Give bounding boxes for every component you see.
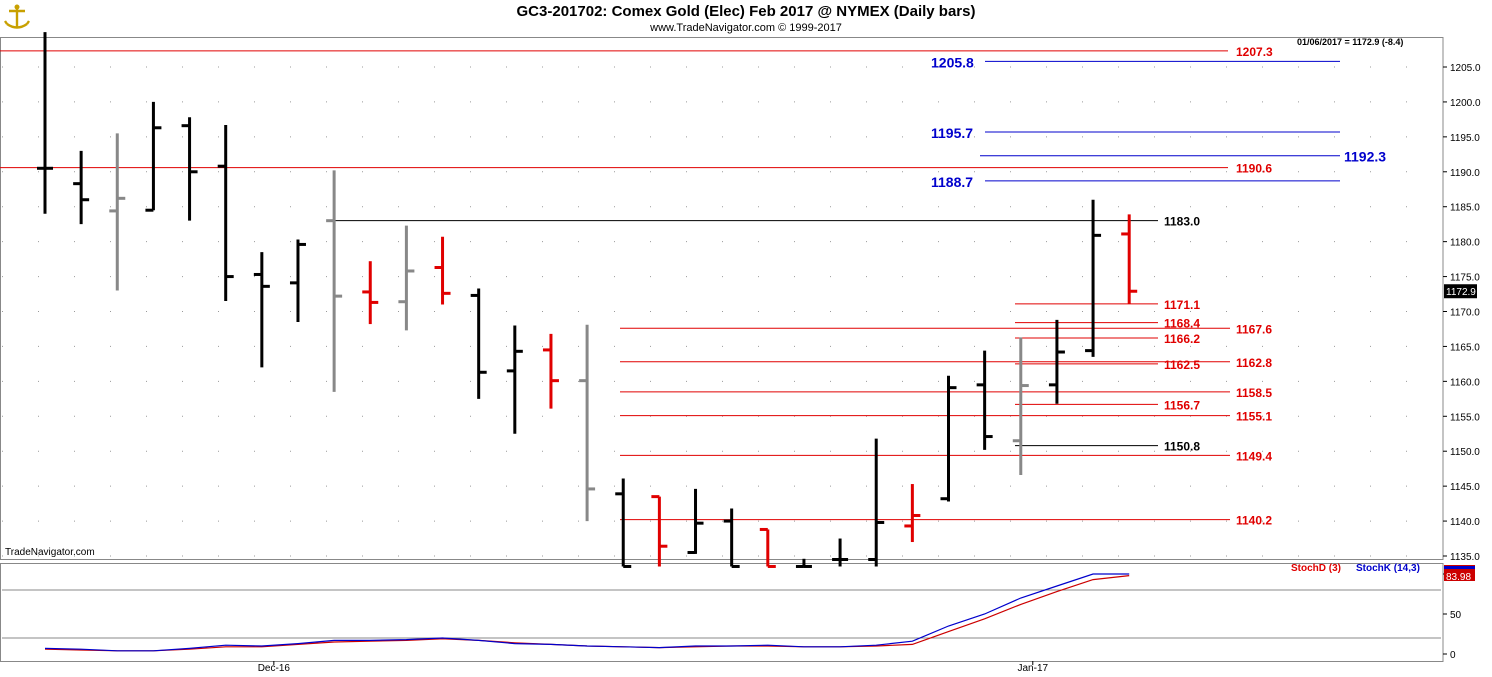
level-label: 1190.6 — [1236, 162, 1272, 176]
ohlc-bar — [868, 438, 885, 567]
last-quote: 01/06/2017 = 1172.9 (-8.4) — [1297, 37, 1404, 47]
price-tick-label: 1140.0 — [1450, 517, 1480, 528]
chart-frame — [0, 37, 1444, 662]
ohlc-bar — [579, 324, 596, 522]
price-tick-label: 1175.0 — [1450, 273, 1480, 284]
price-pane — [0, 37, 1444, 560]
ohlc-bar — [723, 508, 740, 568]
level-label: 1167.6 — [1236, 322, 1272, 336]
price-tick-label: 1155.0 — [1450, 412, 1480, 423]
ohlc-bar — [651, 495, 668, 567]
ohlc-bar — [542, 333, 559, 409]
stoch-series-line — [44, 573, 1130, 652]
ohlc-bar — [362, 261, 379, 325]
ohlc-bar — [73, 150, 90, 225]
price-tick-label: 1145.0 — [1450, 482, 1480, 493]
level-label: 1156.7 — [1164, 398, 1200, 412]
price-bars — [37, 32, 1138, 568]
price-tick-label: 1160.0 — [1450, 377, 1480, 388]
level-label: 1149.4 — [1236, 449, 1272, 463]
ohlc-bar — [289, 239, 306, 322]
stoch-value-tag — [1444, 570, 1475, 581]
ohlc-bar — [832, 538, 849, 567]
price-tick-label: 1200.0 — [1450, 98, 1481, 109]
trade-navigator-logo-icon — [4, 4, 30, 35]
ohlc-bar — [1121, 214, 1138, 304]
level-label: 1207.3 — [1236, 45, 1273, 59]
ohlc-bar — [434, 236, 451, 305]
stoch-tag-blue — [1444, 566, 1475, 569]
ohlc-bar — [181, 117, 198, 221]
ohlc-bar — [976, 350, 993, 450]
price-axis: 1135.0 1140.0 1145.0 1150.0 1155.0 1160.0 1165… — [1443, 63, 1481, 563]
price-tick-label: 1135.0 — [1450, 552, 1480, 563]
stoch-value-tag-label: 83.98 — [1446, 572, 1471, 583]
price-tick-label: 1185.0 — [1450, 203, 1480, 214]
ohlc-bar — [326, 170, 343, 392]
ohlc-bar — [687, 488, 704, 555]
level-label: 1162.8 — [1236, 356, 1272, 370]
price-tick-label: 1180.0 — [1450, 238, 1480, 249]
ohlc-bar — [1048, 319, 1065, 404]
ohlc-bar — [1012, 337, 1029, 475]
price-tick-label: 1195.0 — [1450, 133, 1480, 144]
level-label: 1205.8 — [931, 54, 974, 70]
ohlc-bar — [109, 133, 126, 291]
last-price-tag — [1444, 284, 1477, 299]
level-label: 1140.2 — [1236, 514, 1272, 528]
ohlc-bar — [615, 478, 632, 568]
price-tick-label: 1205.0 — [1450, 63, 1481, 74]
chart-subtitle: www.TradeNavigator.com © 1999-2017 — [650, 22, 842, 34]
ohlc-bar — [904, 484, 921, 543]
level-label: 1162.5 — [1164, 358, 1200, 372]
level-label: 1188.7 — [931, 174, 973, 190]
last-price-tag-label: 1172.9 — [1446, 287, 1476, 298]
level-label: 1171.1 — [1164, 298, 1200, 312]
ohlc-bar — [217, 124, 234, 302]
ohlc-bar — [506, 325, 523, 434]
watermark: TradeNavigator.com — [5, 547, 95, 558]
price-tick-label: 1170.0 — [1450, 308, 1480, 319]
price-tick-label: 1150.0 — [1450, 447, 1480, 458]
ohlc-bar — [398, 225, 415, 331]
stoch-legend-label: StochK (14,3) — [1356, 563, 1420, 574]
ohlc-bar — [470, 288, 487, 399]
price-tick-label: 1165.0 — [1450, 342, 1480, 353]
time-tick-label: Jan-17 — [1017, 663, 1048, 674]
ohlc-bar — [759, 527, 776, 568]
level-label: 1168.4 — [1164, 317, 1200, 331]
ohlc-bar — [145, 101, 162, 212]
level-label: 1166.2 — [1164, 332, 1200, 346]
stoch-tick-label: 0 — [1450, 650, 1456, 661]
ohlc-bar — [1085, 199, 1102, 357]
level-label: 1155.1 — [1236, 410, 1272, 424]
stoch-legend-label: StochD (3) — [1291, 563, 1341, 574]
ohlc-bar — [940, 375, 957, 502]
ohlc-bar — [795, 558, 812, 568]
level-label: 1150.8 — [1164, 440, 1200, 454]
level-lines: 1207.3 1205.8 1195.7 1192.3 1190.6 1188.7 1183… — [0, 45, 1386, 528]
time-axis: Dec-16 Jan-17 — [258, 661, 1049, 674]
level-label: 1192.3 — [1344, 149, 1386, 165]
chart-title: GC3-201702: Comex Gold (Elec) Feb 2017 @… — [516, 3, 976, 20]
time-tick-label: Dec-16 — [258, 663, 291, 674]
stoch-tick-label: 50 — [1450, 610, 1462, 621]
price-tick-label: 1190.0 — [1450, 168, 1480, 179]
ohlc-bar — [253, 252, 270, 368]
level-label: 1195.7 — [931, 125, 973, 141]
ohlc-bar — [37, 32, 53, 214]
level-label: 1158.5 — [1236, 386, 1272, 400]
level-label: 1183.0 — [1164, 215, 1200, 229]
